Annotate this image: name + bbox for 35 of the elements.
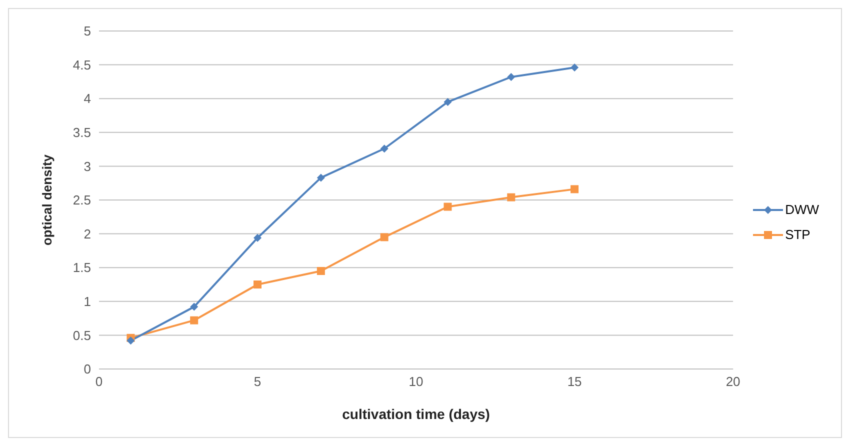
y-tick-label: 3 (84, 158, 91, 174)
point (190, 316, 198, 324)
point (444, 98, 452, 106)
point (126, 336, 135, 345)
x-axis-title: cultivation time (days) (342, 406, 490, 422)
point (570, 185, 579, 194)
y-tick-label: 2 (84, 226, 91, 242)
legend-label: DWW (785, 202, 819, 217)
point (316, 174, 325, 182)
x-tick-label: 0 (95, 374, 103, 390)
y-tick-label: 1 (84, 294, 91, 310)
x-tick-label: 5 (254, 374, 262, 390)
y-tick-label: 3.5 (72, 125, 91, 140)
point (316, 266, 325, 275)
x-tick-label: 10 (408, 374, 424, 390)
point (254, 234, 262, 242)
point (507, 193, 516, 202)
point (507, 72, 516, 81)
point (380, 144, 388, 153)
legend-label: STP (785, 227, 810, 242)
point (444, 202, 452, 211)
y-axis-title: optical density (40, 154, 55, 246)
y-tick-label: 2.5 (72, 192, 91, 208)
y-tick-label: 0.5 (72, 328, 91, 343)
y-tick-label: 4.5 (72, 57, 91, 72)
point (380, 233, 388, 242)
point (190, 302, 198, 311)
y-tick-label: 1.5 (72, 260, 91, 276)
y-tick-label: 4 (84, 91, 91, 106)
point (570, 64, 579, 72)
y-tick-label: 5 (84, 24, 91, 39)
x-tick-label: 20 (726, 374, 740, 390)
x-tick-label: 15 (567, 374, 582, 390)
point (254, 280, 262, 288)
y-tick-label: 0 (84, 362, 91, 377)
